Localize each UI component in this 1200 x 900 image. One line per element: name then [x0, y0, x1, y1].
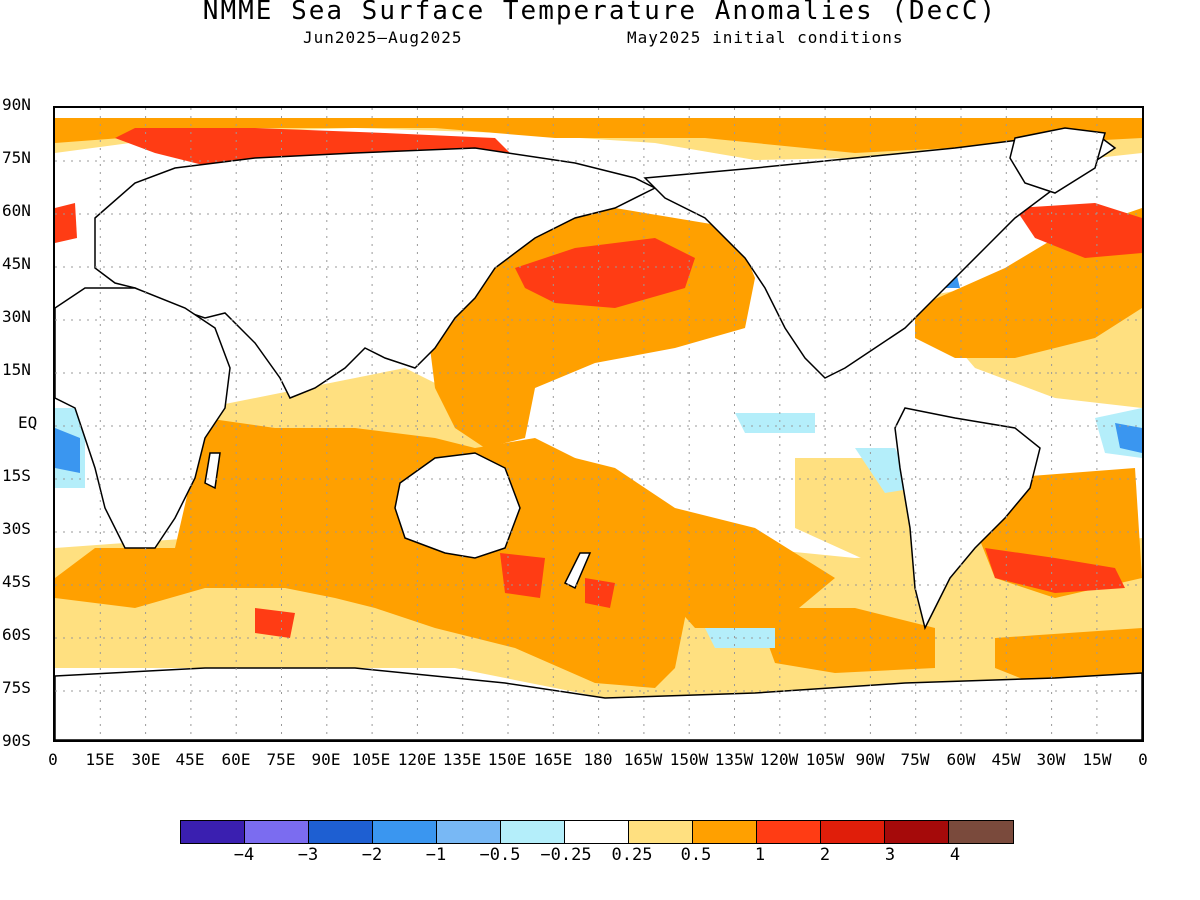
lon-label: 165E	[533, 750, 573, 769]
initial-conditions: May2025 initial conditions	[627, 28, 904, 47]
africa-outline	[55, 287, 231, 549]
lon-label: 150W	[669, 750, 709, 769]
lat-label: 30N	[2, 307, 31, 326]
lon-label: 75W	[900, 750, 930, 769]
colorbar-swatch	[309, 821, 373, 843]
colorbar-swatch	[373, 821, 437, 843]
colorbar-swatch	[437, 821, 501, 843]
lon-label: 30W	[1036, 750, 1066, 769]
lon-label: 165W	[623, 750, 663, 769]
lon-label: 15E	[85, 750, 115, 769]
lat-label: 45S	[2, 572, 31, 591]
colorbar-label: −0.5	[479, 845, 521, 865]
lon-label: 135E	[442, 750, 482, 769]
map-title: NMME Sea Surface Temperature Anomalies (…	[202, 0, 998, 26]
lon-label: 90E	[311, 750, 341, 769]
colorbar-label: 4	[949, 845, 961, 865]
lon-label: 150E	[487, 750, 527, 769]
colorbar-label: −1	[425, 845, 447, 865]
lon-label: 0	[48, 750, 58, 769]
lon-label: 60E	[221, 750, 251, 769]
colorbar-swatch	[693, 821, 757, 843]
lon-label: 60W	[946, 750, 976, 769]
colorbar-label: −2	[361, 845, 383, 865]
colorbar-swatch	[629, 821, 693, 843]
lat-label: 75N	[2, 148, 31, 167]
colorbar-label: −4	[233, 845, 255, 865]
lon-label: 120W	[759, 750, 799, 769]
lat-label: 75S	[2, 678, 31, 697]
forecast-period: Jun2025–Aug2025	[303, 28, 463, 47]
lon-label: 30E	[131, 750, 161, 769]
colorbar-label: −0.25	[540, 845, 592, 865]
greenland-outline	[1009, 127, 1106, 194]
map-canvas	[55, 108, 1142, 740]
colorbar-label: 2	[819, 845, 831, 865]
lat-label: 60N	[2, 201, 31, 220]
lat-label: 60S	[2, 625, 31, 644]
lat-label: 15S	[2, 466, 31, 485]
lon-label: 75E	[266, 750, 296, 769]
colorbar-swatch	[885, 821, 949, 843]
lat-label: 90S	[2, 731, 31, 750]
map-gridlines	[55, 108, 1142, 740]
lat-label: 30S	[2, 519, 31, 538]
colorbar-swatch	[501, 821, 565, 843]
lon-label: 45W	[991, 750, 1021, 769]
colorbar-swatch	[181, 821, 245, 843]
north-america-outline	[643, 132, 1117, 379]
south-america-outline	[894, 407, 1041, 631]
lon-label: 0	[1138, 750, 1148, 769]
lon-label: 15W	[1082, 750, 1112, 769]
colorbar-swatch	[245, 821, 309, 843]
lon-label: 105W	[805, 750, 845, 769]
lat-label: EQ	[18, 413, 38, 432]
sst-anomaly-map	[53, 106, 1144, 742]
colorbar-swatch	[565, 821, 629, 843]
new-zealand-outline	[563, 552, 592, 590]
colorbar-label: 3	[884, 845, 896, 865]
lon-label: 90W	[855, 750, 885, 769]
lon-label: 180	[583, 750, 613, 769]
colorbar-label: −3	[297, 845, 319, 865]
lat-label: 15N	[2, 360, 31, 379]
colorbar-swatch	[949, 821, 1013, 843]
lon-label: 135W	[714, 750, 754, 769]
colorbar	[180, 820, 1014, 844]
colorbar-swatch	[821, 821, 885, 843]
lat-label: 45N	[2, 254, 31, 273]
colorbar-swatch	[757, 821, 821, 843]
colorbar-label: 1	[754, 845, 766, 865]
colorbar-label: 0.25	[611, 845, 653, 865]
lat-label: 90N	[2, 95, 31, 114]
colorbar-label: 0.5	[680, 845, 712, 865]
lon-label: 105E	[351, 750, 391, 769]
lon-label: 45E	[175, 750, 205, 769]
lon-label: 120E	[397, 750, 437, 769]
